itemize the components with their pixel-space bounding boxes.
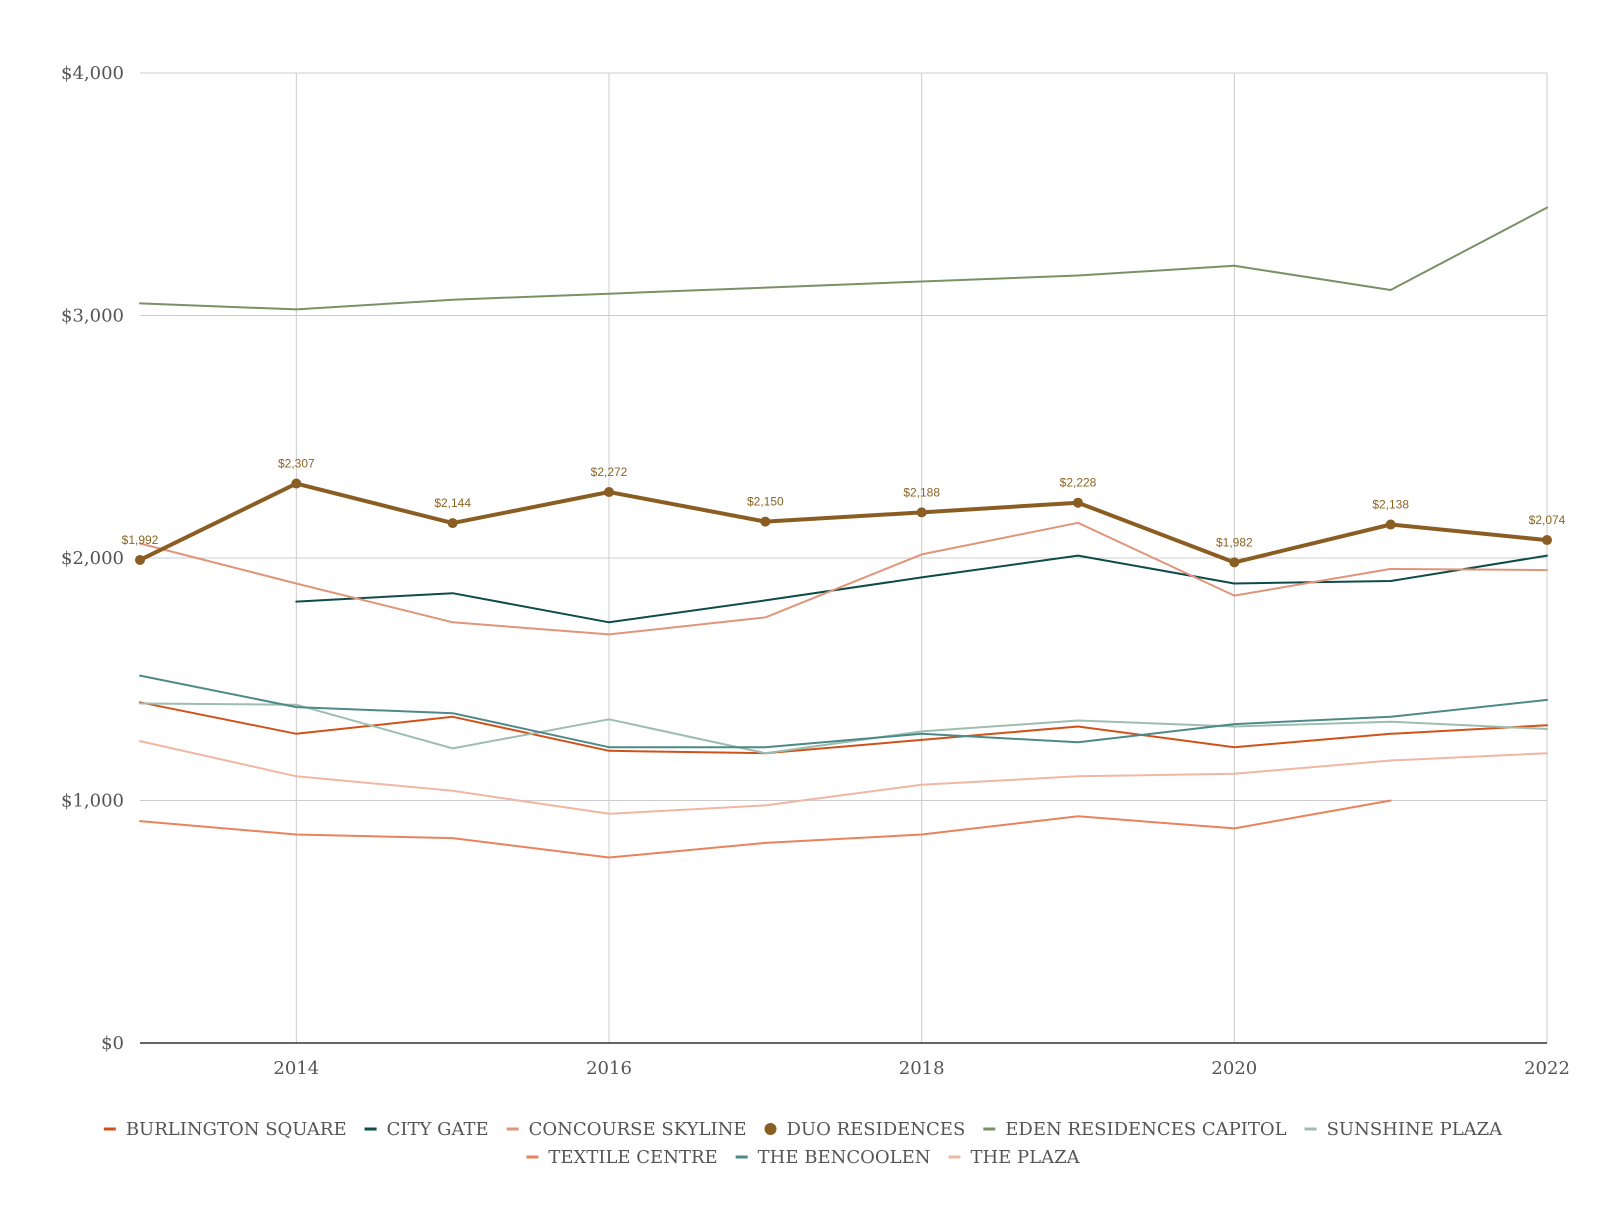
legend: BURLINGTON SQUARE CITY GATE CONCOURSE SKYL… [103, 1119, 1504, 1168]
data-label: $2,138 [1372, 498, 1409, 512]
data-point-duo-residences [1073, 497, 1083, 508]
series-line-city-gate [295, 554, 1548, 624]
legend-label: THE PLAZA [970, 1147, 1080, 1168]
data-labels: $1,992 $2,307 $2,144 $2,272 $2,150 $2,188 $2,2… [122, 457, 1566, 550]
series-line-concourse-skyline [139, 521, 1548, 636]
data-label: $2,150 [747, 495, 784, 509]
y-tick-label: $1,000 [61, 791, 124, 812]
series-line-the-bencoolen [139, 674, 1548, 749]
legend-label: TEXTILE CENTRE [548, 1147, 717, 1168]
data-label: $1,982 [1216, 535, 1253, 549]
y-tick-label: $2,000 [61, 548, 124, 569]
data-label: $2,228 [1060, 476, 1097, 490]
x-tick-label: 2018 [899, 1058, 945, 1079]
data-label: $2,272 [591, 465, 628, 479]
y-tick-label: $0 [101, 1033, 124, 1054]
y-tick-label: $3,000 [61, 306, 124, 327]
data-label: $2,074 [1529, 513, 1566, 527]
data-point-duo-residences [1542, 535, 1552, 546]
legend-swatch-duo-residences [764, 1123, 777, 1135]
series-line-textile-centre [139, 799, 1392, 859]
series-line-burlington-square [139, 701, 1548, 755]
y-tick-label: $4,000 [61, 63, 124, 84]
legend-label: DUO RESIDENCES [787, 1119, 966, 1140]
legend-label: THE BENCOOLEN [758, 1147, 931, 1168]
x-tick-label: 2022 [1524, 1058, 1570, 1079]
x-tick-label: 2020 [1211, 1058, 1257, 1079]
legend-label: EDEN RESIDENCES CAPITOL [1005, 1119, 1286, 1140]
data-point-duo-residences [760, 516, 771, 527]
data-label: $2,144 [434, 496, 471, 510]
data-point-duo-residences [291, 478, 302, 489]
legend-label: CITY GATE [387, 1119, 489, 1140]
legend-label: SUNSHINE PLAZA [1327, 1119, 1504, 1140]
legend-label: CONCOURSE SKYLINE [529, 1119, 747, 1140]
data-point-duo-residences [604, 487, 614, 498]
series-line-duo-residences [138, 481, 1549, 565]
series-line-eden-residences-capitol [139, 206, 1548, 311]
data-point-duo-residences [1229, 557, 1240, 568]
data-point-duo-residences [135, 554, 145, 565]
series-line-sunshine-plaza [139, 702, 1548, 755]
data-label: $2,307 [278, 457, 315, 471]
series-line-the-plaza [139, 740, 1548, 815]
data-point-duo-residences [916, 507, 927, 518]
x-tick-label: 2016 [586, 1058, 632, 1079]
data-point-duo-residences [1385, 519, 1396, 530]
x-tick-label: 2014 [273, 1058, 319, 1079]
data-label: $1,992 [122, 533, 159, 547]
data-label: $2,188 [903, 485, 940, 499]
data-point-duo-residences [447, 518, 458, 529]
legend-label: BURLINGTON SQUARE [126, 1119, 347, 1140]
grid [140, 72, 1548, 1043]
axes: $0 $1,000 $2,000 $3,000 $4,000 2014 2016 2018 20… [61, 63, 1570, 1079]
series-lines [135, 206, 1552, 859]
